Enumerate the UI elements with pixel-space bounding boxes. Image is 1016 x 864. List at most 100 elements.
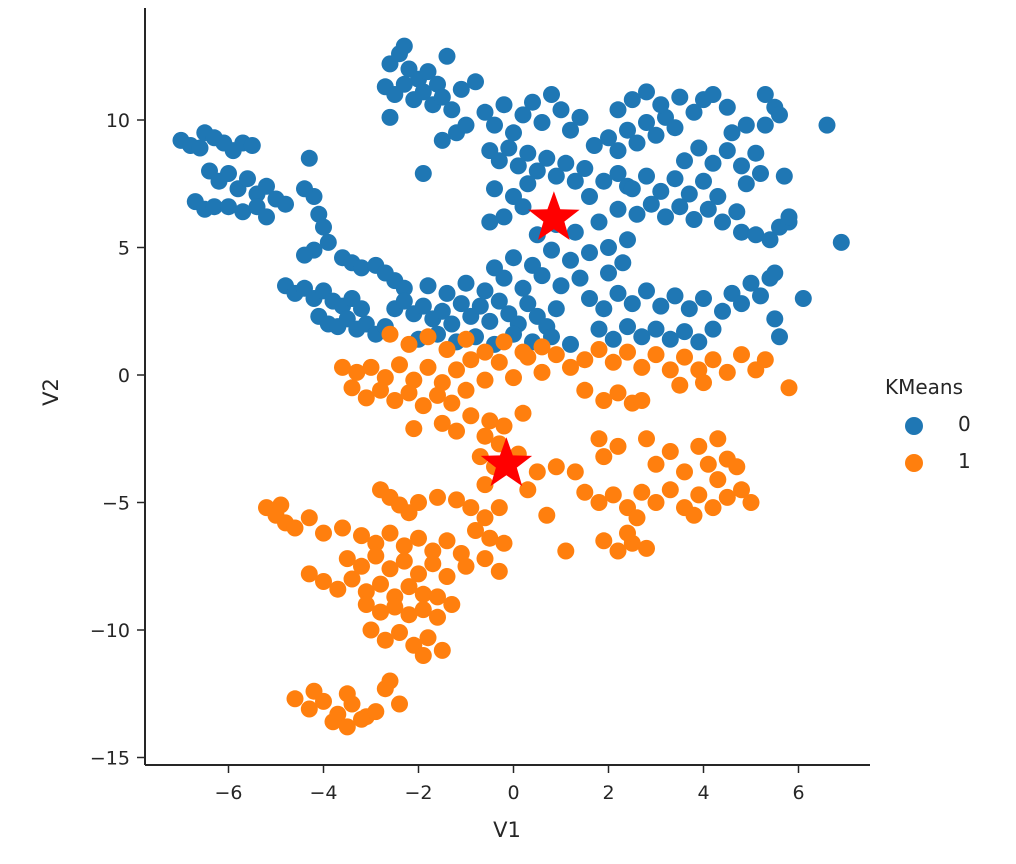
point-series-1 (391, 356, 408, 374)
y-axis-label: V2 (39, 378, 63, 406)
point-series-0 (490, 292, 508, 310)
point-series-1 (305, 682, 323, 700)
point-series-0 (277, 195, 294, 213)
point-series-1 (381, 672, 399, 690)
point-series-1 (661, 481, 679, 499)
point-series-0 (638, 114, 655, 131)
point-series-0 (571, 269, 589, 287)
point-series-1 (400, 384, 418, 402)
x-tick-label: 2 (602, 782, 614, 804)
centroid-star-1 (480, 437, 533, 487)
point-series-0 (419, 63, 437, 81)
point-series-1 (709, 430, 727, 448)
point-series-0 (685, 211, 703, 228)
point-series-1 (457, 330, 475, 348)
point-series-0 (671, 88, 689, 106)
point-series-0 (633, 328, 651, 346)
point-series-0 (495, 96, 513, 114)
point-series-1 (438, 341, 456, 358)
point-series-1 (448, 361, 465, 379)
y-tick-label: 5 (118, 238, 130, 260)
point-series-0 (709, 188, 727, 205)
point-series-1 (443, 596, 461, 613)
point-series-0 (191, 139, 209, 157)
point-series-1 (699, 455, 717, 473)
y-tick-label: −15 (90, 748, 130, 770)
point-series-1 (438, 568, 456, 585)
point-series-1 (372, 575, 389, 593)
point-series-0 (609, 142, 627, 160)
point-series-0 (220, 198, 237, 216)
point-series-1 (338, 550, 356, 568)
point-series-1 (300, 700, 318, 718)
point-series-0 (752, 165, 769, 182)
point-series-0 (695, 172, 712, 190)
point-series-0 (771, 328, 788, 346)
point-series-1 (704, 499, 722, 517)
point-series-1 (495, 417, 513, 435)
point-series-1 (462, 499, 480, 517)
point-series-1 (315, 524, 332, 542)
y-ticks: −15 −10 −5 0 5 10 (90, 110, 145, 770)
point-series-1 (685, 506, 703, 524)
point-series-0 (528, 162, 546, 180)
point-series-0 (661, 330, 679, 348)
point-series-0 (638, 282, 655, 300)
x-tick-label: 4 (697, 782, 709, 804)
point-series-1 (718, 488, 736, 506)
point-series-1 (756, 351, 774, 369)
point-series-1 (538, 506, 556, 524)
point-series-0 (452, 295, 470, 313)
point-series-0 (296, 246, 313, 264)
point-series-0 (296, 180, 313, 198)
point-series-0 (467, 73, 484, 91)
point-series-1 (357, 583, 375, 601)
point-series-1 (647, 455, 665, 473)
point-series-1 (495, 333, 513, 351)
point-series-1 (742, 494, 760, 511)
point-series-0 (538, 149, 556, 167)
point-series-0 (509, 157, 527, 175)
point-series-0 (300, 149, 318, 167)
legend-title: KMeans (885, 375, 963, 399)
point-series-1 (519, 481, 537, 499)
point-series-0 (733, 157, 750, 175)
point-series-0 (433, 302, 451, 320)
point-series-0 (234, 203, 252, 221)
x-tick-label: −6 (214, 782, 242, 804)
point-series-1 (367, 703, 385, 721)
point-series-0 (756, 86, 774, 103)
point-series-1 (414, 647, 432, 664)
point-series-1 (391, 624, 408, 641)
point-series-0 (562, 121, 579, 139)
point-series-0 (609, 200, 627, 218)
point-series-0 (433, 88, 451, 106)
point-series-0 (609, 284, 627, 302)
point-series-1 (576, 381, 594, 399)
point-series-0 (533, 114, 551, 131)
point-series-0 (600, 239, 617, 256)
point-series-1 (590, 430, 608, 448)
point-series-1 (638, 539, 655, 557)
y-tick-label: 0 (118, 365, 130, 387)
point-series-1 (457, 557, 475, 575)
point-series-0 (490, 152, 508, 170)
point-series-1 (595, 532, 613, 550)
point-series-1 (609, 542, 627, 560)
point-series-0 (680, 185, 698, 203)
point-series-1 (324, 713, 342, 731)
point-series-0 (443, 101, 461, 119)
point-series-0 (319, 233, 337, 251)
point-series-1 (367, 547, 385, 565)
point-series-0 (600, 129, 617, 147)
point-series-0 (676, 152, 693, 170)
point-series-1 (647, 494, 665, 511)
point-series-1 (338, 685, 356, 703)
point-series-1 (286, 690, 304, 708)
point-series-0 (666, 287, 684, 305)
point-series-1 (514, 343, 532, 361)
point-series-0 (718, 142, 736, 160)
point-series-1 (462, 351, 480, 369)
point-series-1 (704, 351, 722, 369)
point-series-1 (429, 588, 446, 606)
